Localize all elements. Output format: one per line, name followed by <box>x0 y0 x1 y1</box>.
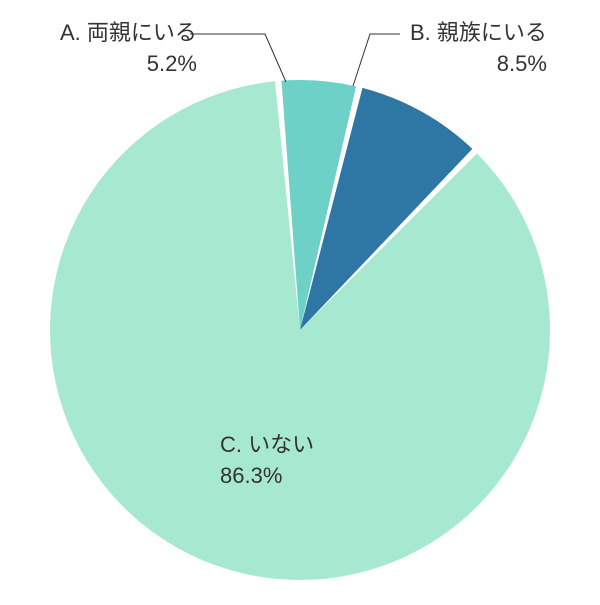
pie-chart: A. 両親にいる 5.2% B. 親族にいる 8.5% C. いない 86.3% <box>0 0 600 600</box>
slice-label-a-text: A. 両親にいる <box>60 18 197 49</box>
leader-line-b <box>353 34 400 86</box>
slice-label-c: C. いない 86.3% <box>220 430 314 492</box>
pie-svg <box>0 0 600 600</box>
slice-label-b-text: B. 親族にいる <box>410 18 547 49</box>
slice-label-c-text: C. いない <box>220 430 314 461</box>
slice-label-c-pct: 86.3% <box>220 461 314 492</box>
leader-line-a <box>190 34 286 82</box>
slice-label-b-pct: 8.5% <box>410 49 547 80</box>
slice-label-a-pct: 5.2% <box>60 49 197 80</box>
slice-label-a: A. 両親にいる 5.2% <box>60 18 197 80</box>
slice-label-b: B. 親族にいる 8.5% <box>410 18 547 80</box>
